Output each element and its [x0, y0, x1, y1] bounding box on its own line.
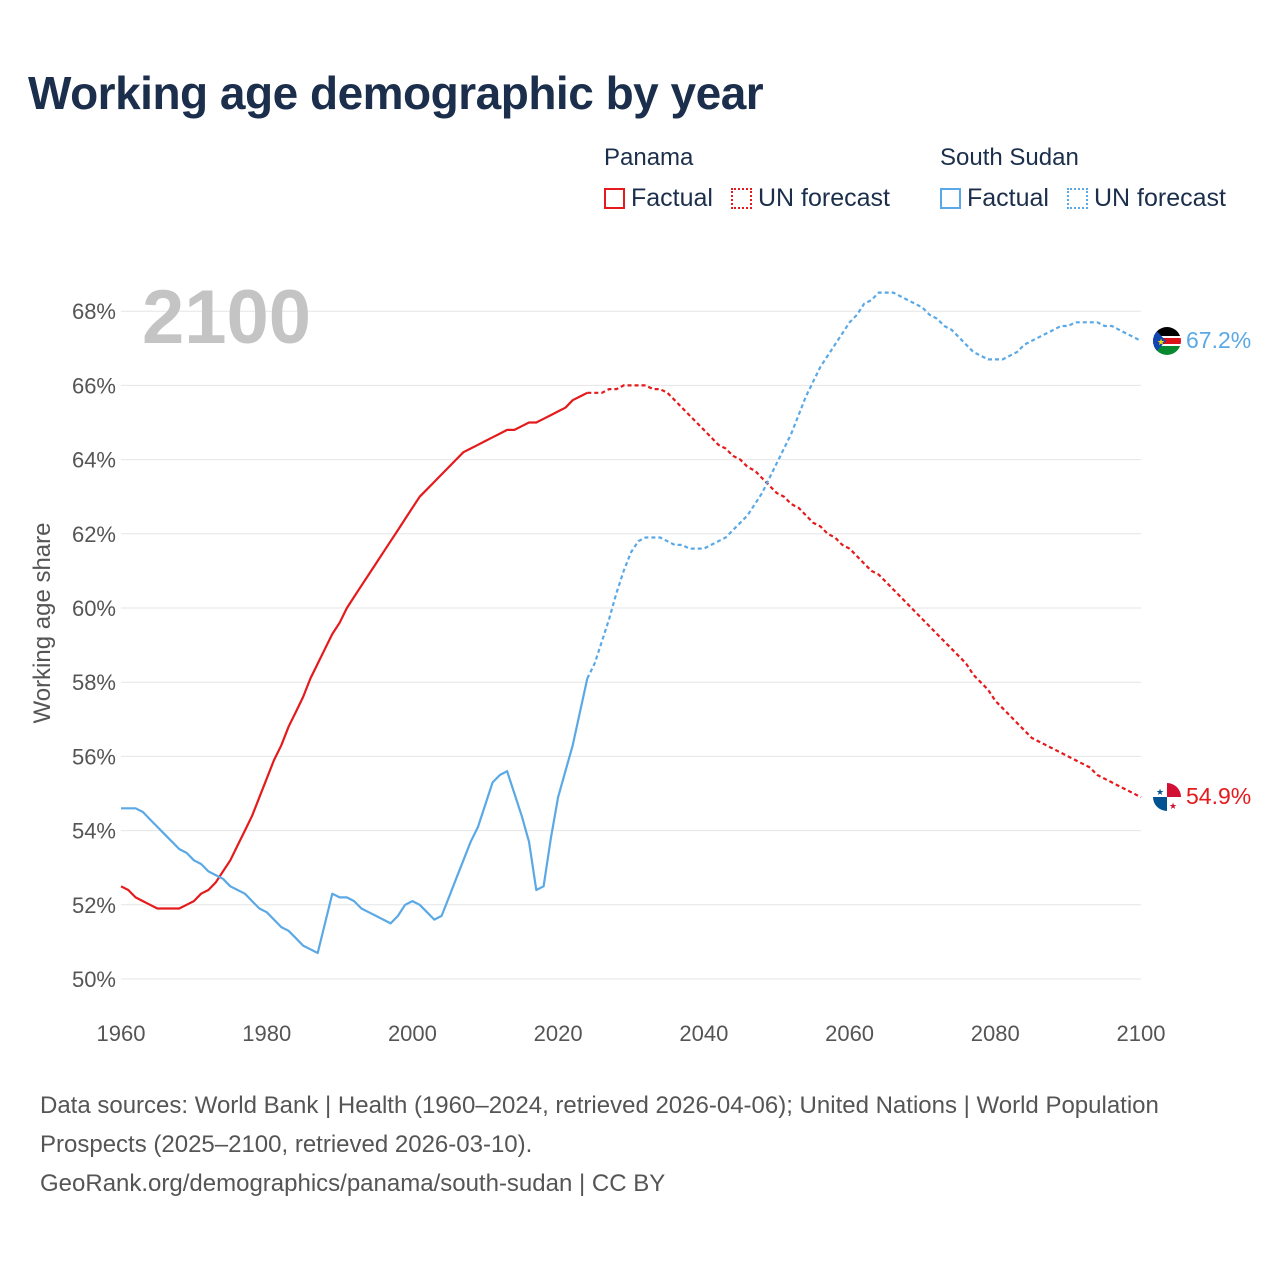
y-tick-label: 62% — [72, 522, 116, 547]
legend-group-panama: Panama Factual UN forecast — [604, 144, 890, 213]
legend-label: UN forecast — [1093, 184, 1226, 212]
south-sudan-flag-icon: ★ — [1153, 327, 1181, 355]
y-tick-label: 58% — [72, 670, 116, 695]
x-tick-label: 2040 — [679, 1021, 728, 1046]
y-tick-label: 60% — [72, 596, 116, 621]
legend-label: Factual — [967, 184, 1049, 212]
south-sudan-end-label: 67.2% — [1186, 327, 1251, 353]
footer: Data sources: World Bank | Health (1960–… — [40, 1086, 1220, 1203]
south-sudan-factual-line — [121, 678, 589, 955]
legend-label: Factual — [631, 184, 713, 212]
line-chart: 2100 50% 52% 54% 56% 58% 60% 62% 64% 66% 68% 1960… — [29, 275, 1251, 1046]
legend-swatch-solid — [604, 188, 625, 209]
south-sudan-forecast-line — [586, 291, 1142, 679]
x-tick-label: 1980 — [242, 1021, 291, 1046]
panama-forecast-line — [587, 384, 1142, 799]
y-axis-label: Working age share — [29, 523, 56, 724]
y-tick-label: 64% — [72, 448, 116, 473]
y-tick-label: 56% — [72, 744, 116, 769]
data-sources: Data sources: World Bank | Health (1960–… — [40, 1092, 1159, 1158]
legend-group-name: Panama — [604, 144, 694, 171]
panama-flag-icon: ★ ★ — [1153, 783, 1181, 811]
legend-label: UN forecast — [757, 184, 890, 212]
y-tick-label: 66% — [72, 373, 116, 398]
legend-south-sudan-forecast[interactable]: UN forecast — [1066, 184, 1226, 213]
x-tick-label: 2100 — [1117, 1021, 1166, 1046]
panama-factual-line — [120, 391, 588, 910]
x-tick-label: 1960 — [97, 1021, 146, 1046]
legend-panama-factual[interactable]: Factual — [604, 184, 713, 213]
legend-swatch-dotted — [730, 188, 752, 209]
x-tick-label: 2020 — [534, 1021, 583, 1046]
y-tick-label: 50% — [72, 967, 116, 992]
legend-swatch-solid — [940, 188, 961, 209]
legend-swatch-dotted — [1066, 188, 1088, 209]
x-tick-label: 2060 — [825, 1021, 874, 1046]
legend-panama-forecast[interactable]: UN forecast — [730, 184, 890, 213]
x-tick-label: 2080 — [971, 1021, 1020, 1046]
y-tick-label: 54% — [72, 819, 116, 844]
source-link[interactable]: GeoRank.org/demographics/panama/south-su… — [40, 1170, 666, 1197]
year-watermark: 2100 — [142, 275, 311, 360]
legend-group-name: South Sudan — [940, 144, 1079, 171]
y-tick-label: 52% — [72, 893, 116, 918]
x-tick-label: 2000 — [388, 1021, 437, 1046]
legend-group-south-sudan: South Sudan Factual UN forecast — [940, 144, 1226, 213]
panama-end-label: 54.9% — [1186, 783, 1251, 809]
legend-south-sudan-factual[interactable]: Factual — [940, 184, 1049, 213]
svg-text:★: ★ — [1169, 801, 1177, 811]
chart-title: Working age demographic by year — [28, 67, 764, 119]
svg-text:★: ★ — [1157, 337, 1165, 347]
svg-text:★: ★ — [1156, 787, 1164, 797]
y-tick-label: 68% — [72, 299, 116, 324]
